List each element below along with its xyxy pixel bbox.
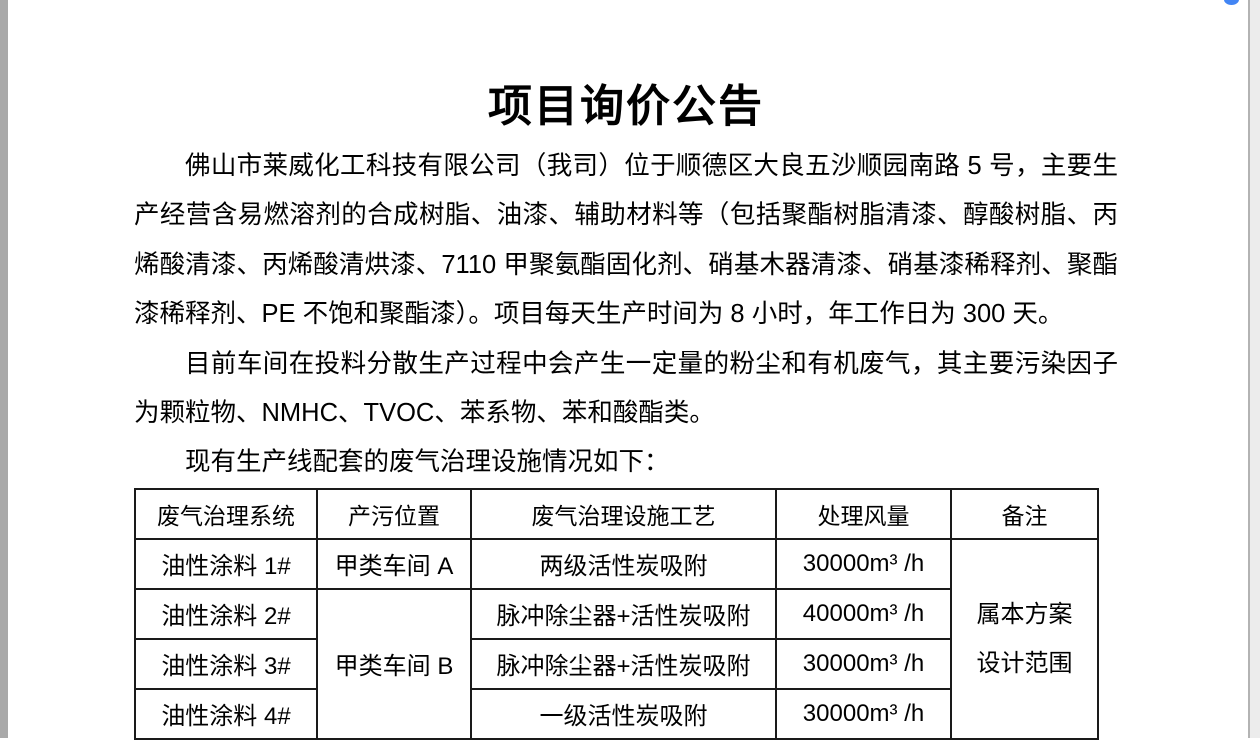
- header-airflow: 处理风量: [775, 487, 952, 540]
- cell-process: 脉冲除尘器+活性炭吸附: [470, 637, 777, 690]
- cell-airflow: 30000m³ /h: [775, 687, 952, 740]
- floating-blue-button[interactable]: [1224, 0, 1239, 5]
- cell-process: 一级活性炭吸附: [470, 687, 777, 740]
- paragraph-pollutants: 目前车间在投料分散生产过程中会产生一定量的粉尘和有机废气，其主要污染因子为颗粒物…: [134, 349, 1118, 428]
- paragraph-table-lead-in: 现有生产线配套的废气治理设施情况如下：: [185, 448, 670, 477]
- scrollbar-track[interactable]: [1248, 0, 1260, 738]
- cell-location-merged: 甲类车间 B: [316, 587, 472, 740]
- cell-location: 甲类车间 A: [316, 537, 472, 590]
- cell-airflow: 30000m³ /h: [775, 537, 952, 590]
- waste-gas-treatment-table: 废气治理系统 产污位置 废气治理设施工艺 处理风量 备注 油性涂料 1# 甲类车…: [134, 487, 1099, 740]
- table-row: 油性涂料 1# 甲类车间 A 两级活性炭吸附 30000m³ /h 属本方案 设…: [134, 537, 1099, 740]
- cell-airflow: 30000m³ /h: [775, 637, 952, 690]
- remark-line: 设计范围: [976, 649, 1073, 677]
- cell-process: 两级活性炭吸附: [470, 537, 777, 590]
- table-row: 油性涂料 4# 一级活性炭吸附 30000m³ /h: [134, 687, 1098, 740]
- cell-system: 油性涂料 1#: [134, 537, 318, 590]
- header-system: 废气治理系统: [134, 487, 318, 540]
- header-location: 产污位置: [316, 487, 472, 540]
- cell-remark-merged: 属本方案 设计范围: [950, 537, 1099, 740]
- table-row: 油性涂料 3# 脉冲除尘器+活性炭吸附 30000m³ /h: [134, 637, 1098, 690]
- cell-system: 油性涂料 4#: [134, 687, 318, 740]
- cell-process: 脉冲除尘器+活性炭吸附: [470, 587, 777, 640]
- table-header-row: 废气治理系统 产污位置 废气治理设施工艺 处理风量 备注: [134, 487, 1099, 540]
- cell-system: 油性涂料 2#: [134, 587, 318, 640]
- table-row: 油性涂料 2# 甲类车间 B 脉冲除尘器+活性炭吸附 40000m³ /h: [134, 587, 1098, 740]
- cell-airflow: 40000m³ /h: [775, 587, 952, 640]
- remark-line: 属本方案: [976, 600, 1073, 628]
- paragraph-company-intro: 佛山市莱威化工科技有限公司（我司）位于顺德区大良五沙顺园南路 5 号，主要生产经…: [134, 152, 1118, 329]
- header-remark: 备注: [950, 487, 1099, 540]
- document-page: 项目询价公告 佛山市莱威化工科技有限公司（我司）位于顺德区大良五沙顺园南路 5 …: [134, 0, 1118, 740]
- header-process: 废气治理设施工艺: [470, 487, 777, 540]
- page-title: 项目询价公告: [488, 82, 764, 131]
- cell-system: 油性涂料 3#: [134, 637, 318, 690]
- window-left-edge: [0, 0, 8, 738]
- document-body: 佛山市莱威化工科技有限公司（我司）位于顺德区大良五沙顺园南路 5 号，主要生产经…: [134, 142, 1118, 488]
